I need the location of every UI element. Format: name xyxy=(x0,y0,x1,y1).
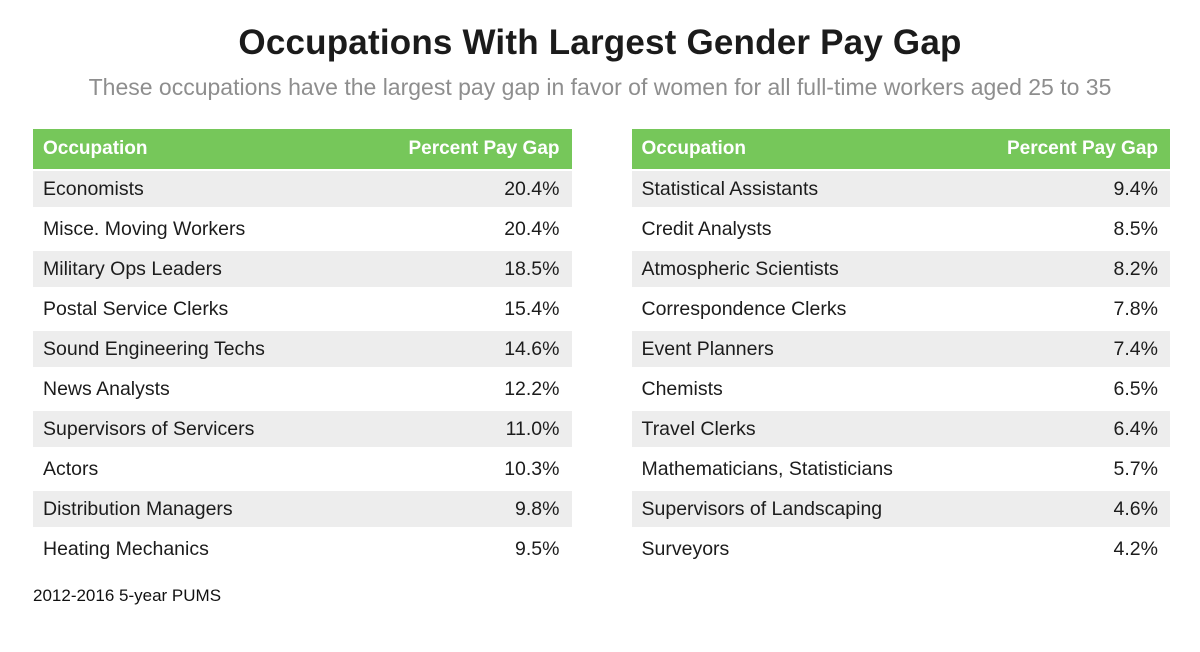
table-row: Credit Analysts 8.5% xyxy=(632,209,1171,249)
pay-gap-cell: 9.4% xyxy=(1113,177,1158,200)
pay-gap-cell: 12.2% xyxy=(504,377,560,400)
table-row: Economists 20.4% xyxy=(33,169,572,210)
pay-gap-cell: 8.2% xyxy=(1113,257,1158,280)
pay-gap-cell: 6.5% xyxy=(1113,377,1158,400)
column-header-percent-pay-gap: Percent Pay Gap xyxy=(1006,138,1158,160)
pay-gap-cell: 7.8% xyxy=(1113,297,1158,320)
occupation-cell: Statistical Assistants xyxy=(641,177,819,200)
table-row: Heating Mechanics 9.5% xyxy=(33,529,572,569)
pay-gap-cell: 9.8% xyxy=(515,497,560,520)
table-row: Mathematicians, Statisticians 5.7% xyxy=(632,449,1171,489)
pay-gap-cell: 10.3% xyxy=(504,457,560,480)
pay-gap-table-right: Occupation Percent Pay Gap Statistical A… xyxy=(631,129,1171,569)
occupation-cell: Credit Analysts xyxy=(641,217,772,240)
table-row: Distribution Managers 9.8% xyxy=(33,489,572,530)
occupation-cell: Distribution Managers xyxy=(43,497,233,520)
occupation-cell: Mathematicians, Statisticians xyxy=(641,457,893,480)
infographic-page: Occupations With Largest Gender Pay Gap … xyxy=(0,24,1200,606)
table-header-row: Occupation Percent Pay Gap xyxy=(33,129,572,170)
pay-gap-cell: 5.7% xyxy=(1113,457,1158,480)
page-title: Occupations With Largest Gender Pay Gap xyxy=(238,23,962,62)
pay-gap-cell: 20.4% xyxy=(504,177,560,200)
source-note: 2012-2016 5-year PUMS xyxy=(33,586,222,606)
occupation-cell: Correspondence Clerks xyxy=(641,297,847,320)
tables-container: Occupation Percent Pay Gap Economists 20.… xyxy=(0,129,1200,569)
occupation-cell: Actors xyxy=(43,457,99,480)
occupation-cell: News Analysts xyxy=(43,377,170,400)
pay-gap-cell: 8.5% xyxy=(1113,217,1158,240)
pay-gap-cell: 11.0% xyxy=(505,417,560,440)
table-body: Economists 20.4% Misce. Moving Workers 20.4… xyxy=(33,169,572,569)
table-row: Chemists 6.5% xyxy=(632,369,1171,409)
occupation-cell: Postal Service Clerks xyxy=(43,297,229,320)
table-row: Travel Clerks 6.4% xyxy=(631,409,1170,450)
occupation-cell: Surveyors xyxy=(641,537,730,560)
table-row: Military Ops Leaders 18.5% xyxy=(33,249,572,290)
table-row: News Analysts 12.2% xyxy=(33,369,572,409)
table-row: Event Planners 7.4% xyxy=(631,329,1170,370)
table-row: Postal Service Clerks 15.4% xyxy=(33,289,572,329)
occupation-cell: Sound Engineering Techs xyxy=(43,337,265,360)
table-header-row: Occupation Percent Pay Gap xyxy=(631,129,1170,170)
table-row: Sound Engineering Techs 14.6% xyxy=(33,329,572,370)
pay-gap-cell: 9.5% xyxy=(515,537,560,560)
occupation-cell: Military Ops Leaders xyxy=(43,257,222,280)
occupation-cell: Chemists xyxy=(641,377,723,400)
pay-gap-table-left: Occupation Percent Pay Gap Economists 20.… xyxy=(33,129,572,569)
occupation-cell: Atmospheric Scientists xyxy=(641,257,839,280)
page-subtitle: These occupations have the largest pay g… xyxy=(88,74,1112,101)
table-row: Actors 10.3% xyxy=(33,449,572,489)
occupation-cell: Event Planners xyxy=(641,337,774,360)
occupation-cell: Travel Clerks xyxy=(641,417,756,440)
occupation-cell: Economists xyxy=(43,177,144,200)
pay-gap-cell: 6.4% xyxy=(1113,417,1158,440)
column-header-occupation: Occupation xyxy=(641,138,747,160)
table-row: Supervisors of Servicers 11.0% xyxy=(33,409,572,450)
occupation-cell: Supervisors of Servicers xyxy=(43,417,255,440)
table-row: Correspondence Clerks 7.8% xyxy=(632,289,1171,329)
pay-gap-cell: 4.2% xyxy=(1113,537,1158,560)
table-row: Statistical Assistants 9.4% xyxy=(631,169,1170,210)
occupation-cell: Heating Mechanics xyxy=(43,537,209,560)
pay-gap-cell: 4.6% xyxy=(1113,497,1158,520)
column-header-percent-pay-gap: Percent Pay Gap xyxy=(408,138,560,160)
table-body: Statistical Assistants 9.4% Credit Analyst… xyxy=(631,169,1171,569)
pay-gap-cell: 20.4% xyxy=(504,217,560,240)
table-row: Atmospheric Scientists 8.2% xyxy=(631,249,1170,290)
pay-gap-cell: 14.6% xyxy=(504,337,560,360)
pay-gap-cell: 18.5% xyxy=(504,257,560,280)
occupation-cell: Supervisors of Landscaping xyxy=(641,497,883,520)
table-row: Supervisors of Landscaping 4.6% xyxy=(631,489,1170,530)
table-row: Surveyors 4.2% xyxy=(632,529,1171,569)
table-row: Misce. Moving Workers 20.4% xyxy=(33,209,572,249)
pay-gap-cell: 15.4% xyxy=(504,297,560,320)
pay-gap-cell: 7.4% xyxy=(1113,337,1158,360)
occupation-cell: Misce. Moving Workers xyxy=(43,217,246,240)
column-header-occupation: Occupation xyxy=(43,138,148,160)
